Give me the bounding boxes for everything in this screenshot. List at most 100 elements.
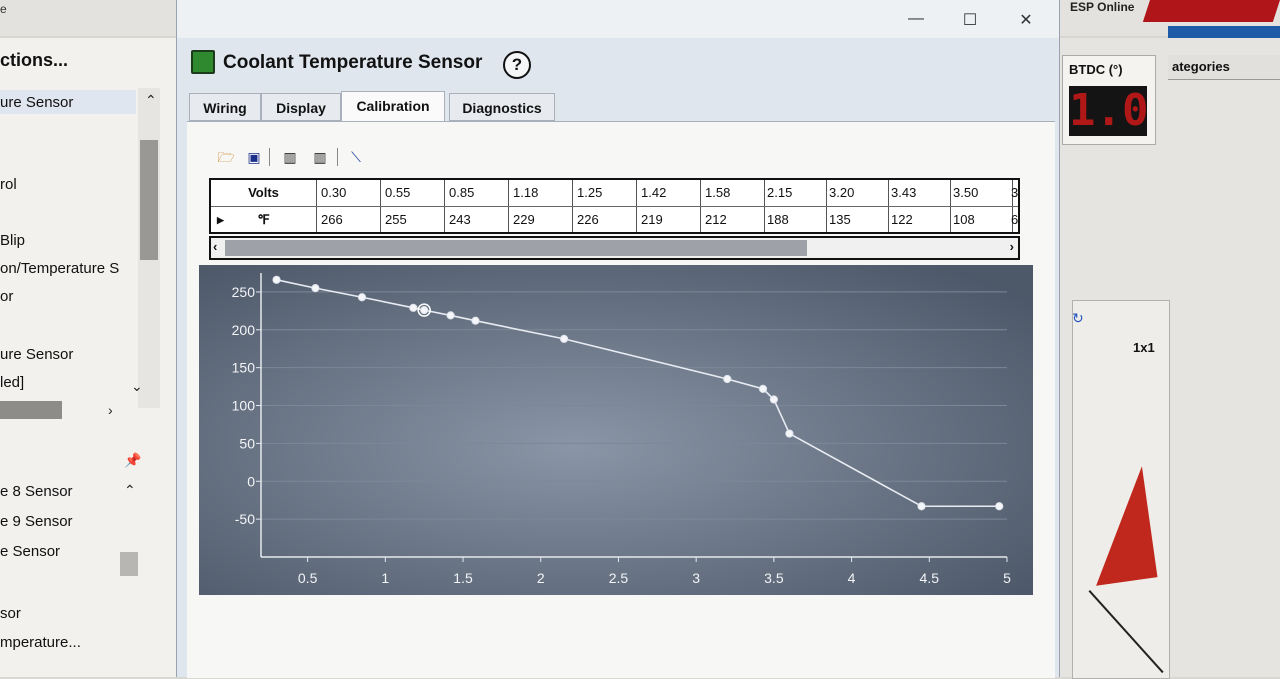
- left-panel-title: ctions...: [0, 50, 69, 70]
- temperature-cell[interactable]: 229: [509, 207, 573, 232]
- temperature-cell[interactable]: 188: [763, 207, 827, 232]
- data-point: [357, 293, 367, 302]
- volts-row: Volts 0.30 0.55 0.85 1.18 1.25 1.42 1.58…: [211, 180, 1018, 207]
- data-point: [769, 395, 778, 404]
- close-button[interactable]: ✕: [1019, 12, 1033, 29]
- ignition-timing-gauge: BTDC (°) 1.0: [1062, 55, 1156, 145]
- left-panel-item[interactable]: e 9 Sensor: [0, 513, 73, 530]
- temperature-cell[interactable]: 122: [887, 207, 951, 232]
- scroll-up-icon[interactable]: ⌃: [124, 482, 136, 498]
- volts-cell[interactable]: 3.20: [825, 180, 889, 206]
- data-point: [917, 502, 926, 511]
- x-tick-label: 2: [537, 570, 545, 586]
- y-tick-label: 0: [247, 473, 255, 489]
- temperature-cell[interactable]: 135: [825, 207, 889, 232]
- left-panel-selected-item[interactable]: [0, 90, 136, 114]
- calibration-chart-svg[interactable]: 250 200 150 100 50 0 -50 0.5 1 1.5 2 2.5 3 3.5 4 4.5 5: [199, 265, 1033, 595]
- temperature-cell[interactable]: 243: [445, 207, 509, 232]
- selected-point-ring: [417, 303, 431, 317]
- help-button[interactable]: ?: [503, 51, 531, 79]
- scroll-right-icon[interactable]: ›: [108, 402, 113, 418]
- temperature-cell[interactable]: 108: [949, 207, 1013, 232]
- left-panel-hscroll-thumb[interactable]: [0, 401, 62, 419]
- table-scrollbar-thumb[interactable]: [225, 240, 807, 256]
- table-horizontal-scrollbar[interactable]: ‹ ›: [209, 236, 1020, 260]
- refresh-icon[interactable]: ↻: [1072, 310, 1084, 326]
- pin-icon[interactable]: 📌: [124, 452, 142, 468]
- open-folder-icon[interactable]: 🗁: [217, 149, 235, 165]
- volts-cell[interactable]: 1.58: [701, 180, 765, 206]
- left-panel-item[interactable]: led]: [0, 374, 25, 391]
- delete-column-icon[interactable]: ▥: [313, 149, 327, 165]
- x-tick-label: 3: [692, 570, 700, 586]
- btdc-value: 1.0: [1069, 85, 1149, 136]
- calibration-curve: [276, 279, 1000, 508]
- minimize-button[interactable]: —: [908, 10, 924, 27]
- draw-line-icon[interactable]: ⟍: [351, 149, 361, 165]
- data-point: [995, 502, 1004, 511]
- scroll-down-icon[interactable]: ⌄: [131, 378, 143, 394]
- left-panel-scrollbar-thumb[interactable]: [120, 552, 138, 576]
- y-tick-label: 50: [239, 435, 255, 451]
- temperature-cell[interactable]: 266: [317, 207, 381, 232]
- temperature-cell[interactable]: 255: [381, 207, 445, 232]
- dialog-title-bar[interactable]: — ☐ ✕: [177, 0, 1059, 38]
- volts-cell[interactable]: 0.55: [381, 180, 445, 206]
- volts-cell[interactable]: 1.42: [637, 180, 701, 206]
- temperature-unit: ℉: [257, 212, 270, 227]
- brand-logo: [1142, 0, 1280, 22]
- save-icon[interactable]: ▣: [247, 149, 261, 165]
- data-point: [409, 303, 418, 312]
- tab-calibration[interactable]: Calibration: [341, 91, 445, 121]
- btdc-label: BTDC (°): [1069, 62, 1123, 77]
- volts-cell[interactable]: 3.50: [949, 180, 1013, 206]
- left-panel-item[interactable]: Blip: [0, 232, 26, 249]
- volts-cell[interactable]: 0.85: [445, 180, 509, 206]
- x-tick-label: 4: [848, 570, 856, 586]
- left-panel-item[interactable]: mperature...: [0, 634, 81, 651]
- y-tick-label: 250: [232, 284, 256, 300]
- data-point: [311, 284, 320, 293]
- toolbar-separator: [337, 148, 338, 166]
- volts-cell[interactable]: 1.18: [509, 180, 573, 206]
- insert-column-icon[interactable]: ▥: [283, 149, 297, 165]
- scroll-right-icon[interactable]: ›: [1009, 239, 1014, 254]
- scroll-up-icon[interactable]: ⌃: [145, 92, 157, 108]
- left-panel-scrollbar-thumb[interactable]: [140, 140, 158, 260]
- calibration-chart[interactable]: 250 200 150 100 50 0 -50 0.5 1 1.5 2 2.5 3 3.5 4 4.5 5: [199, 265, 1033, 595]
- data-point: [723, 374, 732, 384]
- volts-cell[interactable]: 1.25: [573, 180, 637, 206]
- left-panel-item[interactable]: on/Temperature S: [0, 260, 120, 277]
- data-point: [446, 311, 455, 320]
- left-panel-item[interactable]: e 8 Sensor: [0, 483, 73, 500]
- temperature-cell[interactable]: 6: [1007, 207, 1018, 232]
- x-tick-label: 3.5: [764, 570, 784, 586]
- volts-cell[interactable]: 2.15: [763, 180, 827, 206]
- volts-cell[interactable]: 0.30: [317, 180, 381, 206]
- maximize-button[interactable]: ☐: [962, 12, 978, 29]
- x-tick-label: 1: [381, 570, 389, 586]
- dialog-title: Coolant Temperature Sensor: [223, 52, 483, 73]
- left-panel-item[interactable]: e Sensor: [0, 543, 61, 560]
- categories-tab[interactable]: ategories: [1168, 55, 1280, 80]
- gauge-panel: [1072, 300, 1170, 679]
- left-panel-item[interactable]: rol: [0, 176, 17, 193]
- volts-cell[interactable]: 3: [1007, 180, 1018, 206]
- coolant-sensor-dialog: — ☐ ✕ Coolant Temperature Sensor ? Wirin…: [176, 0, 1060, 678]
- volts-cell[interactable]: 3.43: [887, 180, 951, 206]
- left-panel-item[interactable]: ure Sensor: [0, 346, 74, 363]
- left-panel-item[interactable]: sor: [0, 605, 21, 622]
- tab-diagnostics[interactable]: Diagnostics: [449, 93, 555, 121]
- temperature-cell[interactable]: 212: [701, 207, 765, 232]
- temperature-cell[interactable]: 226: [573, 207, 637, 232]
- background-title-fragment: e: [0, 2, 7, 16]
- temperature-cell[interactable]: 219: [637, 207, 701, 232]
- tab-display[interactable]: Display: [261, 93, 341, 121]
- left-panel-item[interactable]: or: [0, 288, 14, 305]
- data-point: [758, 384, 768, 393]
- scroll-left-icon[interactable]: ‹: [213, 239, 218, 254]
- gauge-layout-label[interactable]: 1x1: [1133, 340, 1155, 355]
- data-point: [785, 429, 794, 438]
- temperature-row: ▶ ℉ 266 255 243 229 226 219 212 188 135 …: [211, 207, 1018, 232]
- tab-wiring[interactable]: Wiring: [189, 93, 261, 121]
